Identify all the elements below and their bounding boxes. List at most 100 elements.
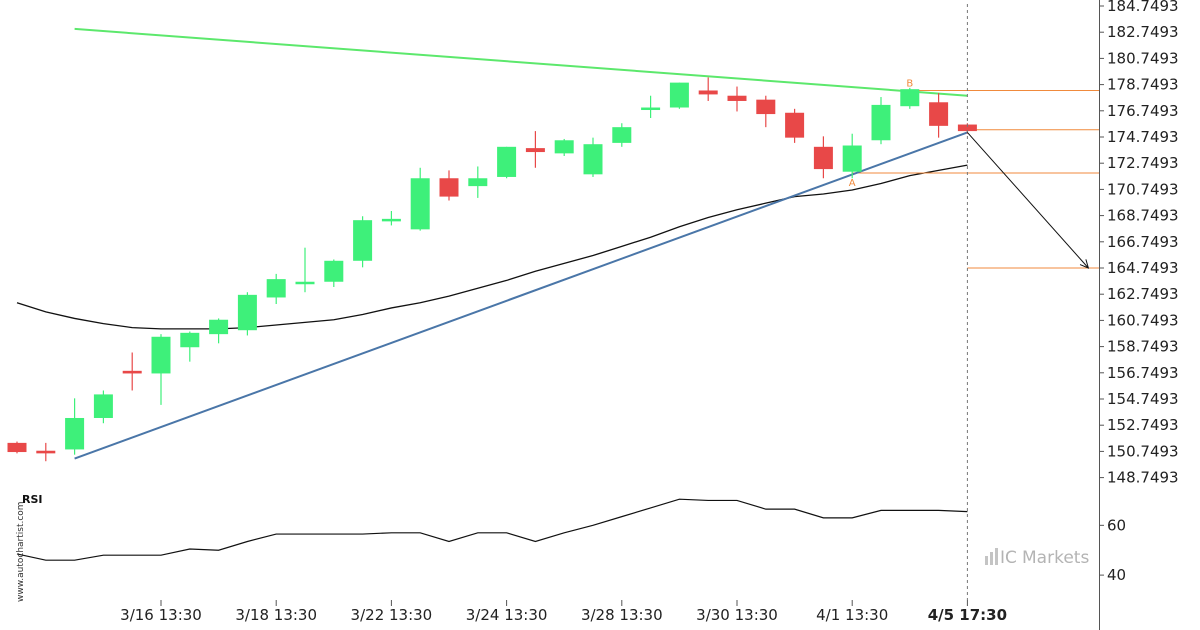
bullish-candle <box>295 247 315 293</box>
candle-body <box>900 89 920 107</box>
price-tick-label: 150.7493 <box>1107 442 1179 460</box>
bearish-candle <box>929 93 949 138</box>
candle-body <box>929 102 949 126</box>
bullish-candle <box>669 82 689 109</box>
candle-body <box>266 279 286 298</box>
price-tick-label: 152.7493 <box>1107 416 1179 434</box>
bullish-candle <box>381 211 401 226</box>
bullish-candle <box>900 87 920 109</box>
rsi-tick-label: 40 <box>1107 566 1126 584</box>
candle-body <box>756 99 776 115</box>
bullish-candle <box>266 273 286 305</box>
candle-body <box>295 281 315 285</box>
bullish-candle <box>468 166 488 198</box>
price-level-layer <box>852 89 1099 269</box>
price-tick-label: 170.7493 <box>1107 180 1179 198</box>
bullish-candle <box>583 137 603 177</box>
candle-body <box>813 146 833 170</box>
bearish-candle <box>122 352 142 391</box>
candle-body <box>669 82 689 108</box>
bullish-candle <box>871 97 891 145</box>
candle-body <box>7 442 27 453</box>
price-tick-label: 154.7493 <box>1107 390 1179 408</box>
moving-average-line <box>16 164 968 330</box>
price-tick-label: 178.7493 <box>1107 76 1179 94</box>
price-tick-label: 180.7493 <box>1107 49 1179 67</box>
time-tick-label: 3/24 13:30 <box>466 606 548 624</box>
candle-body <box>151 336 171 374</box>
price-tick-label: 158.7493 <box>1107 338 1179 356</box>
bullish-candle <box>237 292 257 336</box>
candle-body <box>727 95 747 101</box>
candle-body <box>410 178 430 230</box>
price-tick-label: 160.7493 <box>1107 311 1179 329</box>
bearish-candle <box>813 136 833 179</box>
bearish-candle <box>785 108 805 143</box>
pattern-point-label: A <box>849 178 856 189</box>
candle-body <box>36 450 56 454</box>
rsi-panel <box>16 498 968 561</box>
candle-body <box>381 218 401 222</box>
brand-logo: IC Markets <box>985 548 1089 568</box>
time-tick-label: 3/22 13:30 <box>351 606 433 624</box>
bullish-candle <box>65 398 85 455</box>
time-axis: 3/16 13:30 3/18 13:30 3/22 13:30 3/24 13:30… <box>120 600 1007 624</box>
bullish-candle <box>209 318 229 344</box>
candle-body <box>698 90 718 95</box>
bullish-candle <box>324 259 344 287</box>
price-axis: 184.7493 182.7493 180.7493 178.7493 176.7493… <box>1099 0 1179 630</box>
brand-ic: IC <box>1000 548 1017 568</box>
time-tick-label: 3/16 13:30 <box>120 606 202 624</box>
time-tick-label: 4/5 17:30 <box>928 606 1007 624</box>
candle-body <box>957 124 977 132</box>
price-tick-label: 166.7493 <box>1107 233 1179 251</box>
candle-body <box>871 104 891 141</box>
time-tick-label: 3/30 13:30 <box>696 606 778 624</box>
bullish-candle <box>151 334 171 405</box>
price-tick-label: 168.7493 <box>1107 207 1179 225</box>
support-line <box>74 131 968 460</box>
bearish-candle <box>439 170 459 201</box>
candle-body <box>525 148 545 153</box>
candle-body <box>65 417 85 450</box>
candle-body <box>641 107 661 111</box>
bullish-candle <box>180 331 200 362</box>
bullish-candle <box>353 216 373 268</box>
overlay-layer: BA <box>849 4 1090 600</box>
price-tick-label: 184.7493 <box>1107 0 1179 15</box>
time-tick-label: 4/1 13:30 <box>816 606 888 624</box>
candle-body <box>785 112 805 138</box>
price-tick-label: 172.7493 <box>1107 154 1179 172</box>
candle-body <box>439 178 459 197</box>
brand-markets: Markets <box>1022 548 1089 568</box>
rsi-line <box>16 498 968 561</box>
watermark-text: www.autochartist.com <box>16 501 26 602</box>
forecast-arrow-head <box>1079 259 1090 269</box>
bullish-candle <box>612 123 632 147</box>
price-tick-label: 156.7493 <box>1107 364 1179 382</box>
candle-body <box>180 332 200 348</box>
bearish-candle <box>727 86 747 112</box>
bullish-candle <box>497 146 517 179</box>
bearish-candle <box>756 95 776 128</box>
bearish-candle <box>525 131 545 168</box>
moving-average-layer <box>16 164 968 330</box>
price-tick-label: 174.7493 <box>1107 128 1179 146</box>
trend-line-layer <box>74 27 968 460</box>
time-tick-label: 3/28 13:30 <box>581 606 663 624</box>
bullish-candle <box>410 167 430 231</box>
price-tick-label: 182.7493 <box>1107 23 1179 41</box>
rsi-label: RSI <box>22 493 43 506</box>
candle-body <box>554 140 574 154</box>
bullish-candle <box>554 138 574 156</box>
pattern-point-label: B <box>906 79 913 90</box>
time-tick-label: 3/18 13:30 <box>235 606 317 624</box>
candle-body <box>612 127 632 143</box>
rsi-tick-label: 60 <box>1107 516 1126 534</box>
candle-body <box>93 394 113 418</box>
bearish-candle <box>7 441 27 454</box>
bullish-candle <box>93 390 113 424</box>
price-tick-label: 162.7493 <box>1107 285 1179 303</box>
resistance-line <box>74 27 968 97</box>
